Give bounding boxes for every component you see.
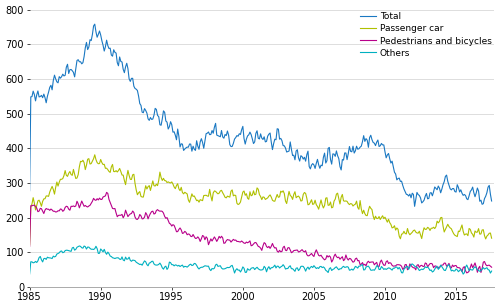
Others (76, 244, 82, 248)
Line: Pedestrians and bicycles: Pedestrians and bicycles (30, 192, 491, 273)
Pedestrians and bicycles (433, 264, 439, 268)
Passenger car (462, 233, 468, 237)
Legend: Total, Passenger car, Pedestrians and bicycles, Others: Total, Passenger car, Pedestrians and bi… (360, 12, 492, 58)
Passenger car (328, 200, 334, 204)
Total (131, 84, 137, 88)
Passenger car (433, 225, 439, 229)
Total (434, 188, 440, 192)
Pedestrians and bicycles (413, 268, 419, 272)
Line: Passenger car: Passenger car (30, 155, 491, 245)
Pedestrians and bicycles (104, 191, 110, 194)
Total (328, 158, 334, 161)
Total (462, 194, 468, 197)
Line: Total: Total (30, 24, 491, 206)
Others (328, 266, 334, 270)
Others (488, 269, 494, 273)
Others (462, 265, 468, 269)
Passenger car (174, 182, 180, 186)
Others (174, 264, 180, 268)
Pedestrians and bicycles (488, 265, 494, 269)
Passenger car (488, 236, 494, 240)
Total (92, 22, 98, 26)
Total (414, 191, 420, 194)
Passenger car (413, 230, 419, 234)
Pedestrians and bicycles (26, 245, 32, 248)
Pedestrians and bicycles (328, 255, 334, 259)
Pedestrians and bicycles (131, 211, 137, 214)
Total (412, 205, 418, 208)
Passenger car (131, 172, 137, 176)
Others (413, 265, 419, 269)
Line: Others: Others (30, 246, 491, 274)
Others (131, 258, 137, 262)
Others (26, 272, 32, 276)
Others (460, 272, 466, 276)
Pedestrians and bicycles (462, 265, 468, 269)
Others (433, 265, 439, 269)
Total (488, 199, 494, 203)
Passenger car (92, 153, 98, 157)
Pedestrians and bicycles (174, 230, 180, 233)
Total (26, 189, 32, 192)
Total (174, 127, 180, 131)
Pedestrians and bicycles (464, 271, 469, 275)
Passenger car (26, 243, 32, 247)
